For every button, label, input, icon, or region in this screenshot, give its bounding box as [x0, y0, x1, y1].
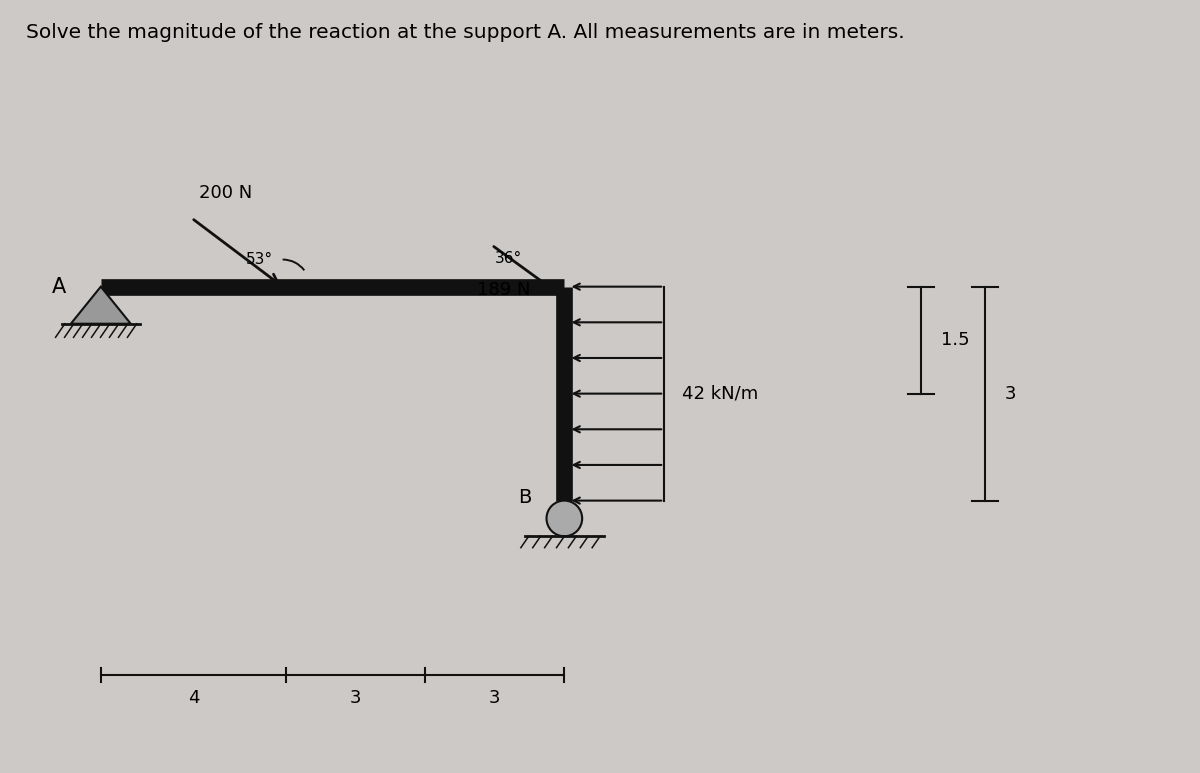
Text: 189 N: 189 N — [478, 281, 530, 298]
Text: 3: 3 — [1006, 385, 1016, 403]
Text: 42 kN/m: 42 kN/m — [682, 385, 758, 403]
Text: A: A — [53, 277, 66, 297]
Text: 36°: 36° — [496, 250, 522, 266]
Text: 3: 3 — [490, 690, 500, 707]
Text: 4: 4 — [187, 690, 199, 707]
Text: Solve the magnitude of the reaction at the support A. All measurements are in me: Solve the magnitude of the reaction at t… — [26, 22, 905, 42]
Text: 3: 3 — [350, 690, 361, 707]
Text: 1.5: 1.5 — [941, 331, 970, 349]
Text: 200 N: 200 N — [199, 184, 252, 203]
Polygon shape — [71, 287, 131, 324]
Circle shape — [546, 501, 582, 536]
Text: 53°: 53° — [246, 252, 272, 267]
Text: B: B — [518, 488, 532, 506]
